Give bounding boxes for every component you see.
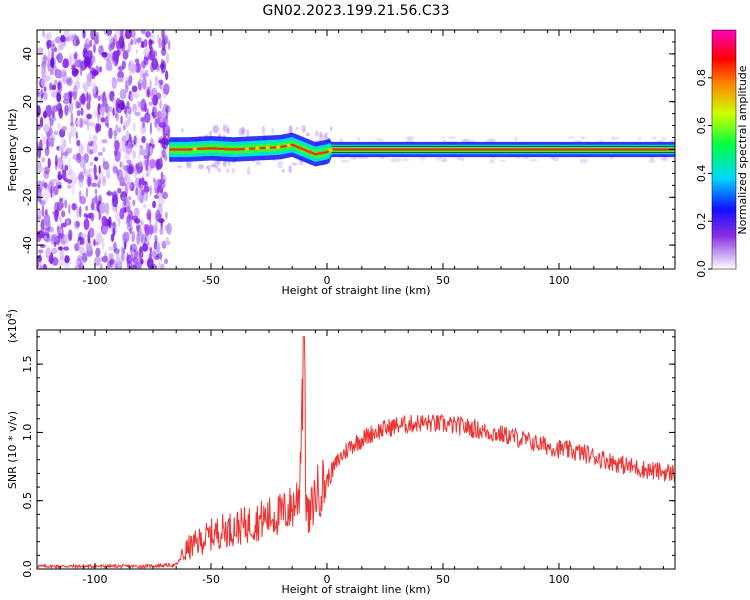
trace-dot (286, 143, 291, 148)
trace-dot (182, 147, 187, 152)
trace-dot (255, 146, 260, 150)
colorbar-frame (711, 29, 737, 270)
colorbar-label: Normalized spectral amplitude (736, 65, 749, 234)
snr-xlabel: Height of straight line (km) (281, 583, 430, 596)
colorbar: 0.0 0.2 0.4 0.6 0.8 Normalized spectral ampl… (695, 29, 749, 278)
chart-title: GN02.2023.199.21.56.C33 (263, 3, 450, 19)
trace-dot (234, 147, 239, 151)
colorbar-gradient (712, 30, 736, 269)
x-tick-label: 0 (324, 274, 331, 287)
trace-dot (265, 146, 271, 150)
trace-dot (296, 145, 302, 150)
trace-dot (317, 151, 323, 155)
colorbar-tick-label: 0.8 (695, 69, 708, 87)
y-tick-label: 1.5 (21, 355, 34, 373)
snr-panel: -100 -50 0 50 100 0.0 0.5 1.0 1.5 Height of stra… (5, 309, 676, 596)
snr-axes-frame (36, 329, 676, 570)
trace-dot (244, 147, 250, 151)
trace-dot (276, 145, 281, 149)
y-tick-label: 0.0 (21, 560, 34, 578)
trace-core-line (169, 143, 675, 156)
y-tick-label: -20 (21, 188, 34, 206)
trace-dot (223, 147, 229, 151)
snr-ticks: -100 -50 0 50 100 0.0 0.5 1.0 1.5 (21, 330, 675, 586)
trace-dot (307, 150, 312, 154)
trace-dot (213, 146, 218, 151)
trace-dot (328, 148, 333, 152)
spectrogram-ticks: -100 -50 0 50 100 -40 -20 0 20 40 (21, 29, 675, 287)
trace-dot (203, 147, 208, 151)
snr-y-multiplier: (x104) (5, 309, 19, 343)
y-tick-label: -40 (21, 236, 34, 254)
spectrogram-panel: -100 -50 0 50 100 -40 -20 0 20 40 Height of strai… (6, 29, 676, 297)
snr-series-line (37, 336, 675, 569)
y-tick-label: 20 (21, 95, 34, 109)
colorbar-tick-label: 0.0 (695, 260, 708, 278)
x-tick-label: 100 (549, 274, 570, 287)
colorbar-tick-label: 0.6 (695, 117, 708, 135)
x-tick-label: 0 (324, 573, 331, 586)
trace-dot (171, 147, 177, 152)
y-tick-label: 1.0 (21, 424, 34, 442)
snr-ylabel: SNR (10 * v/v) (6, 411, 19, 489)
trace-dot (192, 147, 197, 151)
spectrogram-ylabel: Frequency (Hz) (6, 109, 19, 192)
colorbar-ticks: 0.0 0.2 0.4 0.6 0.8 (695, 69, 712, 278)
spectrogram-xlabel: Height of straight line (km) (281, 284, 430, 297)
colorbar-tick-label: 0.4 (695, 165, 708, 183)
x-tick-label: -50 (202, 573, 220, 586)
x-tick-label: 50 (436, 274, 450, 287)
x-tick-label: -100 (83, 573, 108, 586)
y-tick-label: 0 (21, 146, 34, 153)
x-tick-label: 100 (549, 573, 570, 586)
y-tick-label: 40 (21, 47, 34, 61)
colorbar-tick-label: 0.2 (695, 212, 708, 230)
x-tick-label: 50 (436, 573, 450, 586)
spectrogram-image (37, 30, 675, 269)
y-tick-label: 0.5 (21, 492, 34, 510)
x-tick-label: -50 (202, 274, 220, 287)
x-tick-label: -100 (83, 274, 108, 287)
